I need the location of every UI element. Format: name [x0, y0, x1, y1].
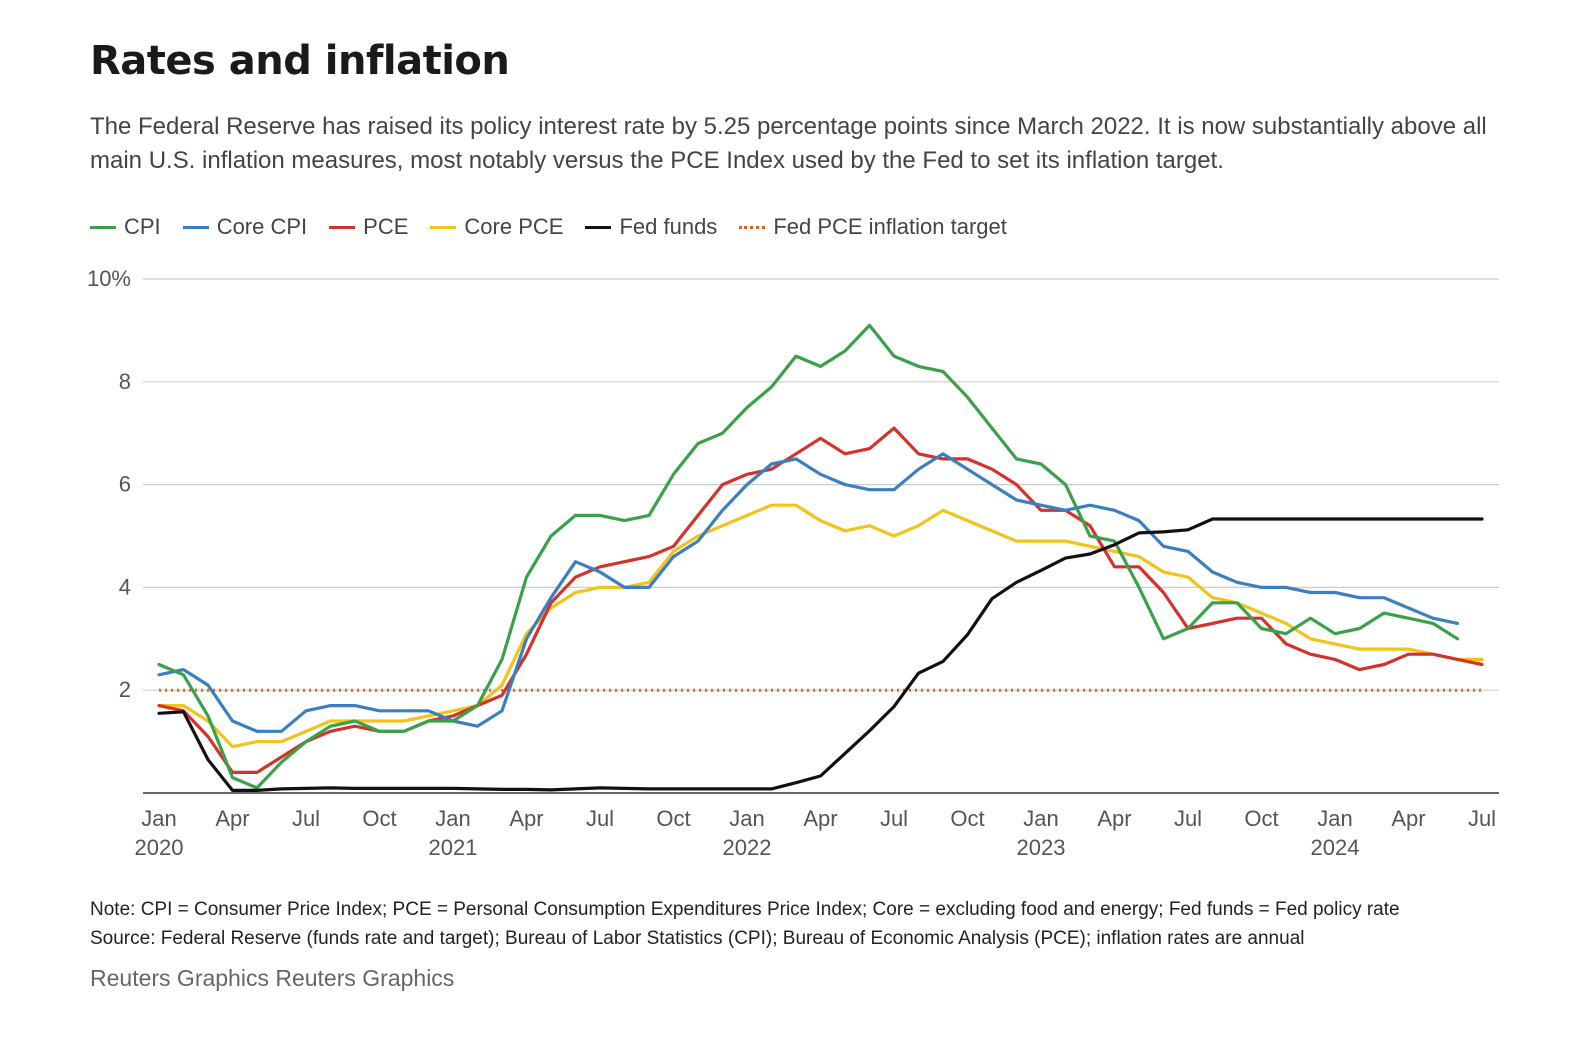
- x-tick-label: Apr: [1097, 806, 1131, 831]
- legend-swatch-fed-target: [739, 225, 766, 229]
- x-tick-year-label: 2023: [1017, 835, 1066, 860]
- x-tick-label: Jan: [141, 806, 176, 831]
- x-tick-label: Oct: [362, 806, 396, 831]
- x-tick-label: Apr: [1391, 806, 1425, 831]
- x-tick-year-label: 2024: [1311, 835, 1360, 860]
- x-tick-year-label: 2020: [135, 835, 184, 860]
- legend-item-core-cpi: Core CPI: [182, 214, 308, 240]
- x-tick-label: Jul: [880, 806, 908, 831]
- chart-subtitle: The Federal Reserve has raised its polic…: [90, 113, 1487, 174]
- x-tick-label: Oct: [1244, 806, 1278, 831]
- x-tick-label: Apr: [803, 806, 837, 831]
- y-tick-label: 8: [119, 369, 131, 394]
- series-line-core-cpi: [157, 452, 1460, 733]
- x-tick-label: Oct: [656, 806, 690, 831]
- legend-label-pce: PCE: [363, 214, 409, 239]
- x-tick-year-label: 2021: [429, 835, 478, 860]
- legend-label-cpi: CPI: [124, 214, 161, 239]
- legend-swatch-core-cpi: [182, 225, 209, 229]
- x-tick-label: Apr: [509, 806, 543, 831]
- legend-label-core-cpi: Core CPI: [216, 214, 308, 239]
- x-tick-label: Jan: [1317, 806, 1352, 831]
- legend-label-core-pce: Core PCE: [464, 214, 564, 239]
- legend-item-core-pce: Core PCE: [430, 214, 563, 240]
- x-tick-label: Jul: [1174, 806, 1202, 831]
- legend-swatch-cpi: [90, 225, 116, 229]
- legend-item-cpi: CPI: [90, 214, 161, 240]
- series-line-cpi: [157, 323, 1460, 790]
- y-tick-label: 2: [119, 677, 131, 702]
- y-tick-label: 10%: [87, 266, 131, 291]
- source-text: Source: Federal Reserve (funds rate and …: [90, 928, 1305, 949]
- legend-swatch-pce: [329, 225, 356, 229]
- line-chart: 10% 8 6 4 2 Jan 2020 Apr Jul Oct Jan 2021 Apr Jul Oct J…: [87, 266, 1499, 860]
- chart-legend: CPI Core CPI PCE Core PCE Fed funds Fed …: [90, 214, 1007, 240]
- x-tick-label: Apr: [215, 806, 249, 831]
- x-tick-label: Jul: [292, 806, 320, 831]
- y-tick-label: 4: [119, 574, 131, 599]
- legend-item-fed-target: Fed PCE inflation target: [739, 214, 1007, 240]
- credit-text: Reuters Graphics Reuters Graphics: [90, 965, 455, 991]
- x-tick-label: Jan: [729, 806, 764, 831]
- page-title: Rates and inflation: [90, 38, 510, 84]
- x-tick-label: Oct: [950, 806, 984, 831]
- x-tick-label: Jul: [1468, 806, 1496, 831]
- note-text: Note: CPI = Consumer Price Index; PCE = …: [90, 899, 1400, 920]
- x-tick-year-label: 2022: [723, 835, 772, 860]
- legend-label-fed-target: Fed PCE inflation target: [773, 214, 1007, 239]
- x-tick-label: Jul: [586, 806, 614, 831]
- x-tick-label: Jan: [435, 806, 470, 831]
- chart-notes: Note: CPI = Consumer Price Index; PCE = …: [90, 895, 1400, 953]
- legend-item-fed-funds: Fed funds: [585, 214, 717, 240]
- series-line-core-pce: [157, 503, 1484, 749]
- series-line-fed-funds: [157, 517, 1484, 793]
- legend-label-fed-funds: Fed funds: [619, 214, 718, 239]
- legend-swatch-fed-funds: [585, 225, 612, 229]
- legend-swatch-core-pce: [430, 225, 457, 229]
- y-tick-label: 6: [119, 472, 131, 497]
- legend-item-pce: PCE: [329, 214, 408, 240]
- x-tick-label: Jan: [1023, 806, 1058, 831]
